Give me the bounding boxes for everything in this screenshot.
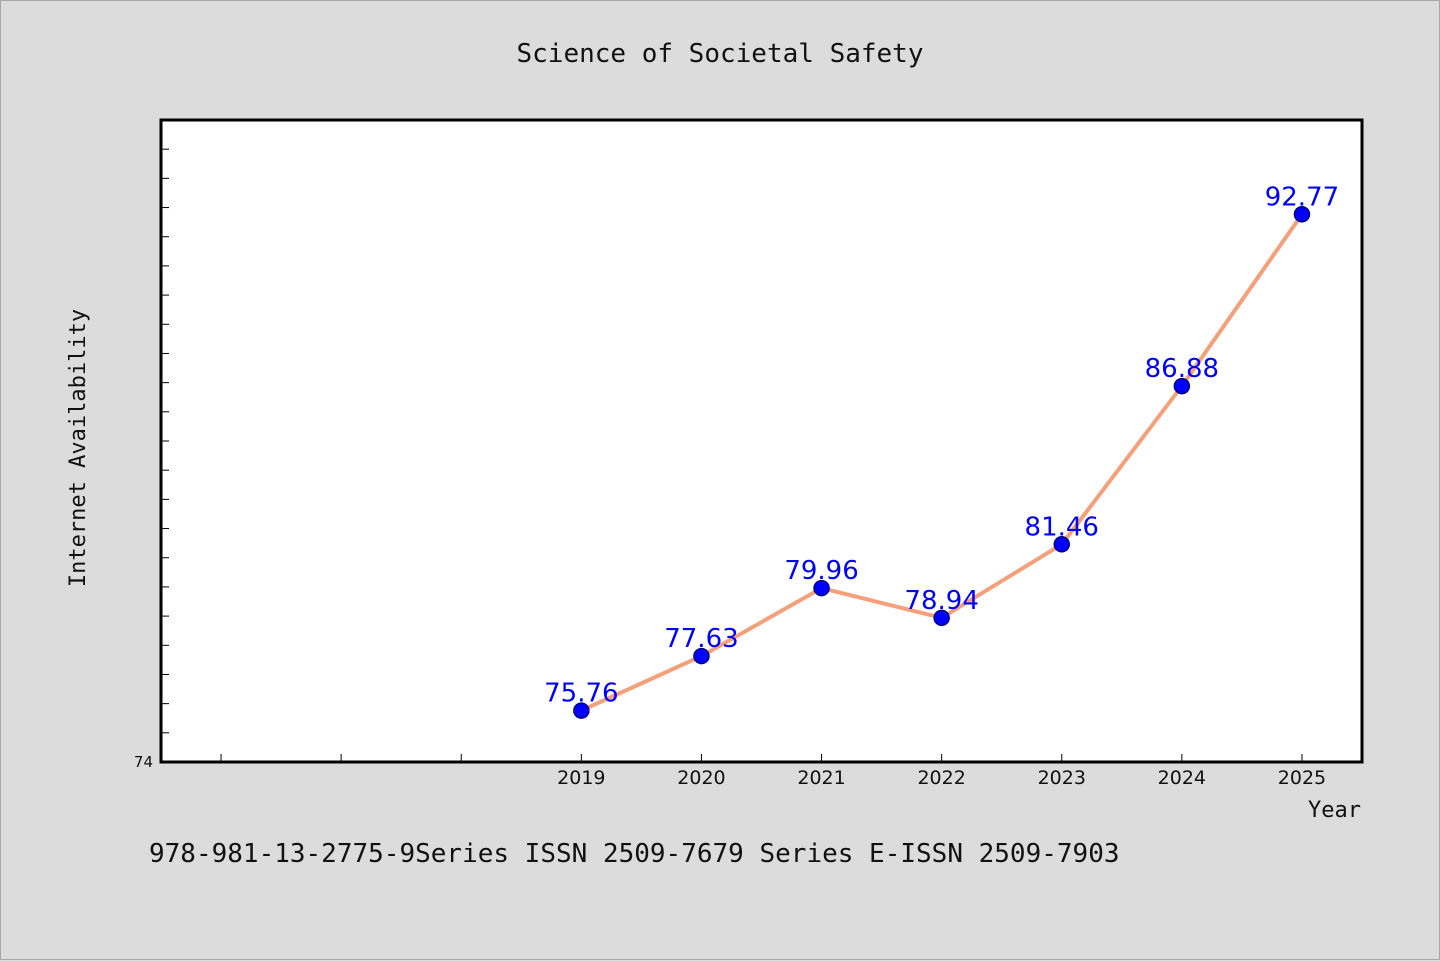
footer-text: 978-981-13-2775-9Series ISSN 2509-7679 S… — [149, 839, 1120, 869]
x-tick-label: 2022 — [917, 767, 965, 789]
data-label: 78.94 — [904, 586, 978, 616]
x-axis-ticks: 2019 2020 2021 2022 2023 2024 2025 — [220, 754, 1326, 789]
data-label: 75.76 — [544, 679, 618, 709]
data-point-marker — [1293, 206, 1311, 223]
data-point-marker — [933, 609, 950, 627]
data-point-marker — [693, 647, 710, 665]
series-layer: 75.76 77.63 79.96 78.94 81.46 86.88 92.77 — [544, 182, 1339, 719]
data-label: 79.96 — [784, 556, 858, 586]
plot-area — [159, 118, 1364, 764]
y-axis-title: Internet Availability — [66, 309, 91, 587]
x-tick-label: 2023 — [1038, 767, 1086, 789]
data-point-marker — [573, 702, 590, 719]
x-tick-label: 2020 — [677, 767, 725, 789]
data-label: 92.77 — [1265, 182, 1339, 212]
data-label: 81.46 — [1025, 512, 1099, 542]
chart-title: Science of Societal Safety — [517, 39, 924, 69]
data-point-marker — [1173, 377, 1191, 395]
x-axis-title: Year — [1308, 798, 1361, 823]
data-point-marker — [1053, 536, 1070, 553]
x-tick-label: 2025 — [1278, 767, 1326, 789]
x-tick-label: 2024 — [1158, 767, 1206, 789]
data-point-marker — [813, 579, 830, 597]
y-axis-ticks: 74 — [134, 148, 169, 771]
x-tick-label: 2021 — [797, 767, 845, 789]
y-tick-label: 74 — [134, 753, 153, 771]
data-label: 86.88 — [1145, 354, 1219, 384]
x-tick-label: 2019 — [557, 767, 605, 789]
data-label: 77.63 — [664, 624, 738, 654]
